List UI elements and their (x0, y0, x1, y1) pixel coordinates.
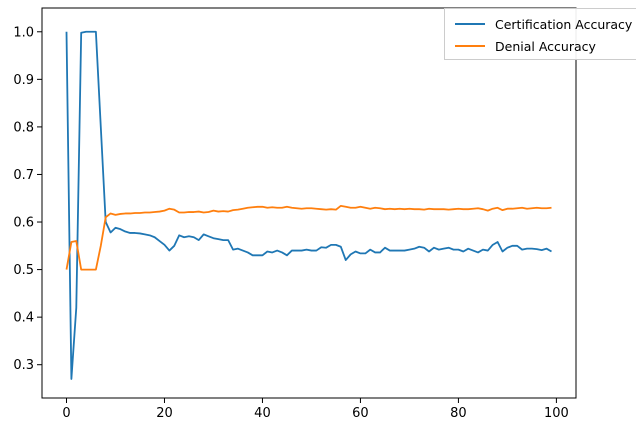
x-tick-label: 20 (156, 406, 173, 421)
series-line-denial-accuracy (65, 204, 552, 271)
y-tick-label: 0.7 (13, 168, 34, 183)
y-tick-label: 0.6 (13, 216, 34, 231)
series-line-certification-accuracy (65, 30, 552, 380)
x-tick-label: 40 (254, 406, 271, 421)
legend-swatch-denial (455, 45, 485, 47)
legend-entry-denial: Denial Accuracy (445, 36, 596, 56)
x-tick-label: 0 (62, 406, 70, 421)
legend-label-denial: Denial Accuracy (495, 38, 596, 54)
legend-swatch-certification (455, 23, 485, 25)
series-lines (65, 30, 552, 380)
legend-label-certification: Certification Accuracy (495, 16, 633, 32)
y-axis: 0.3 0.4 0.5 0.6 0.7 0.8 0.9 1.0 (13, 25, 42, 373)
x-tick-label: 60 (352, 406, 369, 421)
y-tick-label: 0.9 (13, 73, 34, 88)
x-tick-label: 100 (544, 406, 569, 421)
y-tick-label: 0.8 (13, 120, 34, 135)
y-tick-label: 0.4 (13, 311, 34, 326)
x-tick-label: 80 (450, 406, 467, 421)
y-tick-label: 1.0 (13, 25, 34, 40)
plot-area (41, 7, 577, 399)
legend-entry-certification: Certification Accuracy (445, 14, 632, 34)
y-tick-label: 0.3 (13, 358, 34, 373)
x-axis: 0 20 40 60 80 100 (62, 398, 569, 421)
legend: Certification Accuracy Denial Accuracy (444, 8, 636, 60)
y-tick-label: 0.5 (13, 263, 34, 278)
